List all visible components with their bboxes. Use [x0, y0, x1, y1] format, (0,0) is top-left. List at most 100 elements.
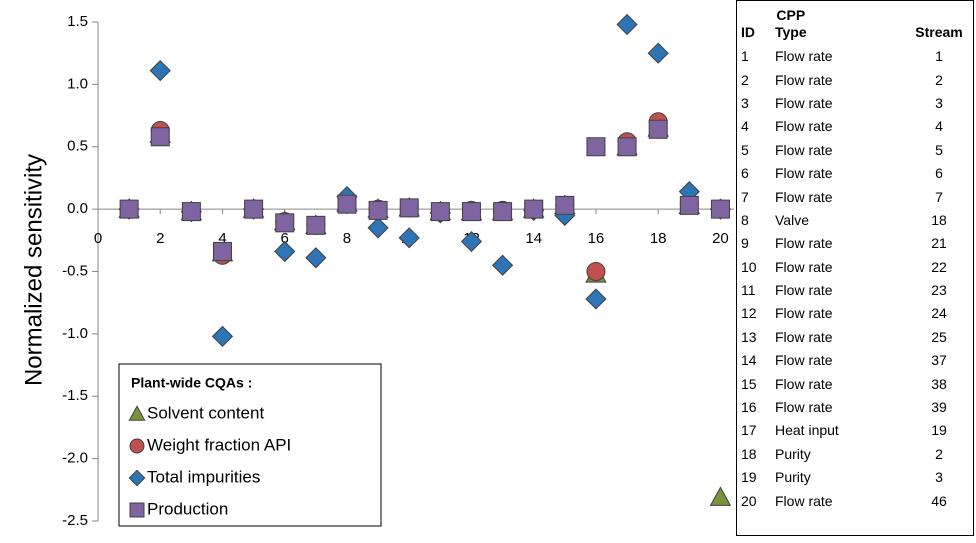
row: 11 Flow rate 23	[737, 279, 973, 302]
x-tick-label: 4	[218, 230, 226, 247]
marker-square	[399, 198, 419, 218]
row: 12 Flow rate 24	[737, 302, 973, 325]
cell: 5	[741, 141, 749, 158]
cell: 13	[741, 328, 757, 345]
cell: Flow rate	[775, 282, 833, 299]
header-text: Stream	[915, 24, 963, 40]
x-tick-label: 20	[712, 230, 729, 247]
cell: 14	[741, 352, 757, 369]
cell: 6	[935, 165, 943, 182]
header-row: ID CPP Type Stream	[737, 7, 973, 45]
cell: 17	[741, 422, 757, 439]
cell: Flow rate	[775, 118, 833, 135]
y-tick-label: 0.0	[67, 200, 88, 217]
marker-diamond	[647, 42, 669, 64]
x-tick-label: 0	[94, 230, 102, 247]
cell: Flow rate	[775, 305, 833, 322]
cell: Flow rate	[775, 399, 833, 416]
y-tick-label: -2.0	[62, 450, 88, 467]
cell: Flow rate	[775, 375, 833, 392]
cell: 3	[935, 94, 943, 111]
marker-diamond	[274, 240, 296, 263]
row: 20 Flow rate 46	[737, 489, 973, 512]
cell: Flow rate	[775, 235, 833, 252]
row: 7 Flow rate 7	[737, 185, 973, 208]
legend-label: Weight fraction API	[147, 435, 291, 454]
cell: 19	[931, 422, 947, 439]
x-tick-label: 2	[156, 230, 164, 247]
cell: Flow rate	[775, 71, 833, 88]
cell: 8	[741, 211, 749, 228]
row: 17 Heat input 19	[737, 419, 973, 442]
cell: 24	[931, 305, 947, 322]
cell: Valve	[775, 211, 809, 228]
row: 10 Flow rate 22	[737, 256, 973, 279]
marker-square	[648, 119, 668, 139]
marker-square	[586, 137, 606, 157]
cell: 20	[741, 492, 757, 509]
cell: Flow rate	[775, 328, 833, 345]
cell: Heat input	[775, 422, 839, 439]
cell: Flow rate	[775, 48, 833, 65]
cell: 5	[935, 141, 943, 158]
marker-square	[555, 195, 575, 215]
y-tick-label: 0.5	[67, 138, 88, 155]
header-cell: ID	[737, 7, 771, 45]
cell: 6	[741, 165, 749, 182]
cell: 46	[931, 492, 947, 509]
cell: 21	[931, 235, 947, 252]
marker-square	[524, 199, 544, 219]
cell: 3	[741, 94, 749, 111]
legend-label: Production	[147, 499, 228, 518]
marker-square	[150, 127, 170, 147]
marker-square	[306, 215, 326, 235]
cell: 18	[741, 445, 757, 462]
row: 3 Flow rate 3	[737, 92, 973, 115]
cell: 23	[931, 282, 947, 299]
cell: 7	[741, 188, 749, 205]
legend-label: Solvent content	[147, 403, 264, 422]
y-tick-label: -1.5	[62, 387, 88, 404]
cell: 2	[935, 71, 943, 88]
marker-diamond	[305, 247, 327, 269]
cell: 15	[741, 375, 757, 392]
marker-diamond	[585, 288, 607, 310]
marker-square	[212, 242, 232, 262]
marker-square	[337, 194, 357, 214]
cell: 12	[741, 305, 757, 322]
marker-diamond	[128, 469, 146, 487]
cell: 2	[741, 71, 749, 88]
header-cell: Stream	[905, 7, 973, 45]
cell: 25	[931, 328, 947, 345]
cell: 10	[741, 258, 757, 275]
y-tick-label: -1.0	[62, 325, 88, 342]
y-tick-label: 1.5	[67, 13, 88, 30]
row: 4 Flow rate 4	[737, 115, 973, 138]
marker-square	[244, 199, 264, 219]
row: 15 Flow rate 38	[737, 372, 973, 395]
row: 8 Valve 18	[737, 209, 973, 232]
marker-diamond	[491, 254, 514, 276]
marker-square	[493, 202, 513, 222]
cell: 11	[741, 282, 756, 299]
cell: 2	[935, 445, 943, 462]
legend-title: Plant-wide CQAs :	[131, 375, 252, 391]
row: 13 Flow rate 25	[737, 326, 973, 349]
marker-triangle	[709, 486, 732, 506]
marker-square	[461, 202, 481, 222]
header-cell: CPP Type	[771, 7, 905, 45]
cpp-table: ID CPP Type Stream 1 Flow rate 1 2 Flow rate 2 3 F…	[736, 0, 974, 536]
cell: Flow rate	[775, 141, 833, 158]
x-tick-label: 16	[588, 230, 605, 247]
cell: Flow rate	[775, 258, 833, 275]
y-tick-label: 1.0	[67, 75, 88, 92]
x-tick-label: 14	[525, 230, 542, 247]
marker-circle	[586, 262, 606, 281]
chart: Normalized sensitivity 1.5 1.0 0.5 0.0 -0.5 -…	[20, 13, 734, 529]
header-text: ID	[741, 24, 755, 40]
cell: 39	[931, 399, 947, 416]
marker-square	[275, 213, 295, 233]
y-tick-label: -2.5	[62, 512, 88, 529]
x-tick-label: 6	[281, 230, 289, 247]
